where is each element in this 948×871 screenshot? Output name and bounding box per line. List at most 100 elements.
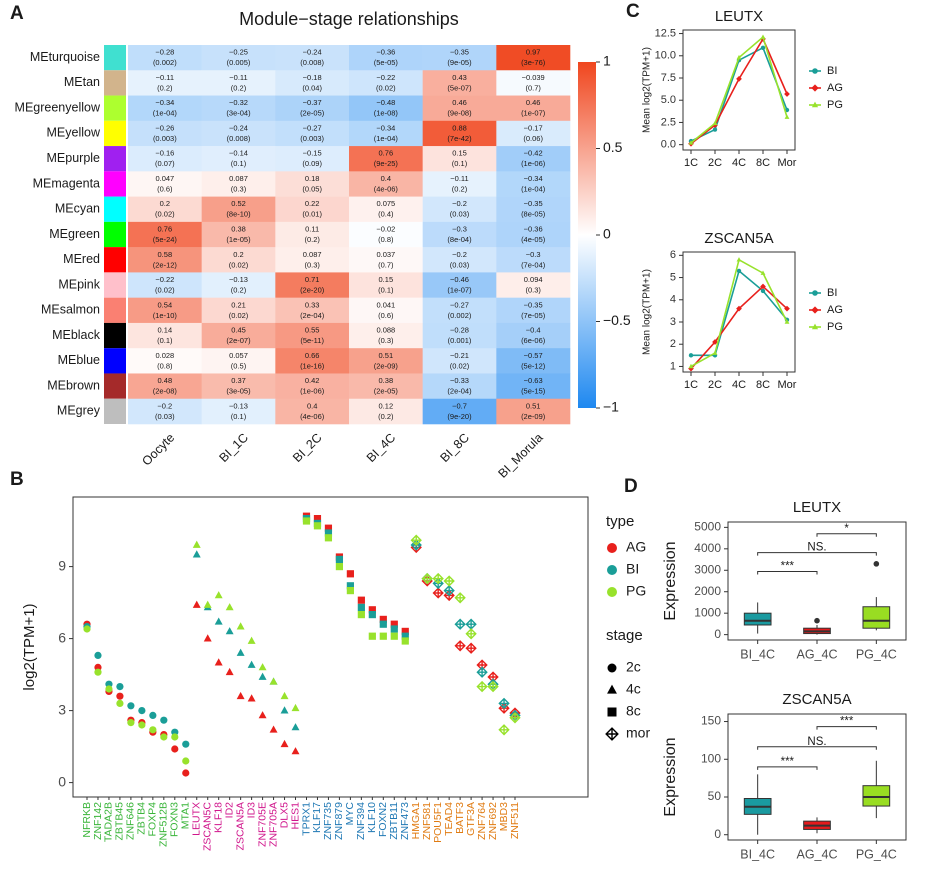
cell-value: 0.15 <box>452 149 467 158</box>
cell-value: −0.28 <box>155 48 174 57</box>
row-label: MEgreen <box>49 227 100 241</box>
point <box>94 668 102 676</box>
gene-label: FOXN2 <box>377 802 389 837</box>
module-swatch <box>104 373 126 399</box>
cell-value: −0.24 <box>303 48 322 57</box>
heatmap-cell <box>496 247 571 273</box>
cell-value: −0.24 <box>229 123 248 132</box>
significance-bracket <box>757 766 818 770</box>
cell-value: −0.3 <box>452 224 467 233</box>
legend-swatch <box>811 323 819 330</box>
cell-p-value: (2e-09) <box>521 412 546 421</box>
legend-label: AG <box>827 304 843 316</box>
legend-swatch <box>607 663 617 673</box>
point <box>149 726 157 734</box>
cell-p-value: (1e-16) <box>300 361 325 370</box>
point <box>182 769 190 777</box>
heatmap-cell <box>128 373 202 400</box>
series-line <box>691 269 788 357</box>
cell-value: −0.11 <box>156 73 174 82</box>
cell-value: 0.43 <box>452 73 467 82</box>
point <box>760 288 766 294</box>
module-swatch <box>104 398 126 424</box>
cell-value: 0.4 <box>381 174 391 183</box>
y-tick-label: 0 <box>714 827 721 841</box>
heatmap-cell <box>128 95 202 122</box>
point <box>182 740 190 748</box>
heatmap-cell <box>128 196 202 223</box>
significance-bracket <box>816 726 877 730</box>
cell-value: 0.55 <box>305 326 320 335</box>
cell-p-value: (0.003) <box>300 134 324 143</box>
point <box>269 725 278 733</box>
cell-value: 0.37 <box>231 376 246 385</box>
x-tick-label: BI_4C <box>740 647 775 661</box>
point <box>379 632 387 640</box>
point <box>313 515 322 523</box>
point <box>280 706 289 714</box>
chart-title: LEUTX <box>715 8 763 25</box>
cell-p-value: (8e-05) <box>521 210 546 219</box>
heatmap-cell <box>128 398 202 425</box>
heatmap-cell <box>349 348 423 374</box>
cell-p-value: (0.3) <box>378 336 394 345</box>
point <box>454 640 466 652</box>
x-tick-label: 8C <box>756 379 770 391</box>
gene-label: MTA1 <box>180 802 192 829</box>
colorbar-tick-label: 0 <box>603 226 611 242</box>
heatmap-cell <box>496 272 571 298</box>
colorbar-tick-label: 1 <box>603 53 611 69</box>
point <box>182 757 190 765</box>
point <box>149 711 157 720</box>
gene-label: ZNF473 <box>399 802 411 840</box>
cell-value: 0.51 <box>379 351 394 360</box>
cell-value: 0.66 <box>305 351 320 360</box>
cell-value: −0.2 <box>452 199 467 208</box>
legend-label: 4c <box>626 681 641 697</box>
point <box>487 680 499 693</box>
cell-p-value: (2e-07) <box>226 336 251 345</box>
heatmap-cell <box>349 95 423 122</box>
outlier <box>814 617 820 624</box>
cell-value: −0.13 <box>229 401 248 410</box>
heatmap-cell <box>496 70 571 96</box>
cell-value: 0.11 <box>305 224 319 233</box>
cell-p-value: (0.2) <box>157 83 173 92</box>
point <box>410 534 422 546</box>
y-tick-label: 2.5 <box>661 116 676 128</box>
significance-bracket <box>757 746 877 750</box>
gene-label: HMGA1 <box>410 802 422 840</box>
cell-p-value: (1e-10) <box>153 311 178 320</box>
heatmap-cell <box>275 45 350 71</box>
point <box>379 620 387 628</box>
x-tick-label: AG_4C <box>797 647 838 661</box>
cell-value: 0.54 <box>158 300 173 309</box>
row-label: MEgreenyellow <box>15 100 101 114</box>
significance-bracket <box>757 571 818 575</box>
heatmap-cell <box>201 247 276 273</box>
y-axis-label: Expression <box>662 737 679 816</box>
gene-label: ZNF646 <box>125 802 137 840</box>
cell-value: −0.13 <box>229 275 248 284</box>
cell-p-value: (0.2) <box>231 286 247 295</box>
point <box>83 625 91 633</box>
point <box>498 724 510 736</box>
gene-label: FOXP4 <box>147 802 159 837</box>
point <box>116 692 124 700</box>
cell-value: −0.36 <box>524 224 543 233</box>
cell-p-value: (0.2) <box>452 184 468 193</box>
cell-p-value: (0.5) <box>231 361 247 370</box>
legend-swatch <box>812 290 818 296</box>
cell-value: −0.32 <box>229 98 248 107</box>
heatmap-cell <box>496 95 571 122</box>
cell-value: −0.27 <box>303 123 322 132</box>
point <box>357 596 365 604</box>
heatmap-cell <box>349 247 423 273</box>
heatmap-cell <box>201 272 276 298</box>
y-tick-label: 5000 <box>694 520 721 534</box>
point <box>443 575 455 587</box>
cell-value: −0.18 <box>303 73 322 82</box>
legend-swatch <box>607 565 617 575</box>
heatmap-cell <box>275 322 350 349</box>
y-tick-label: 3 <box>670 316 676 328</box>
